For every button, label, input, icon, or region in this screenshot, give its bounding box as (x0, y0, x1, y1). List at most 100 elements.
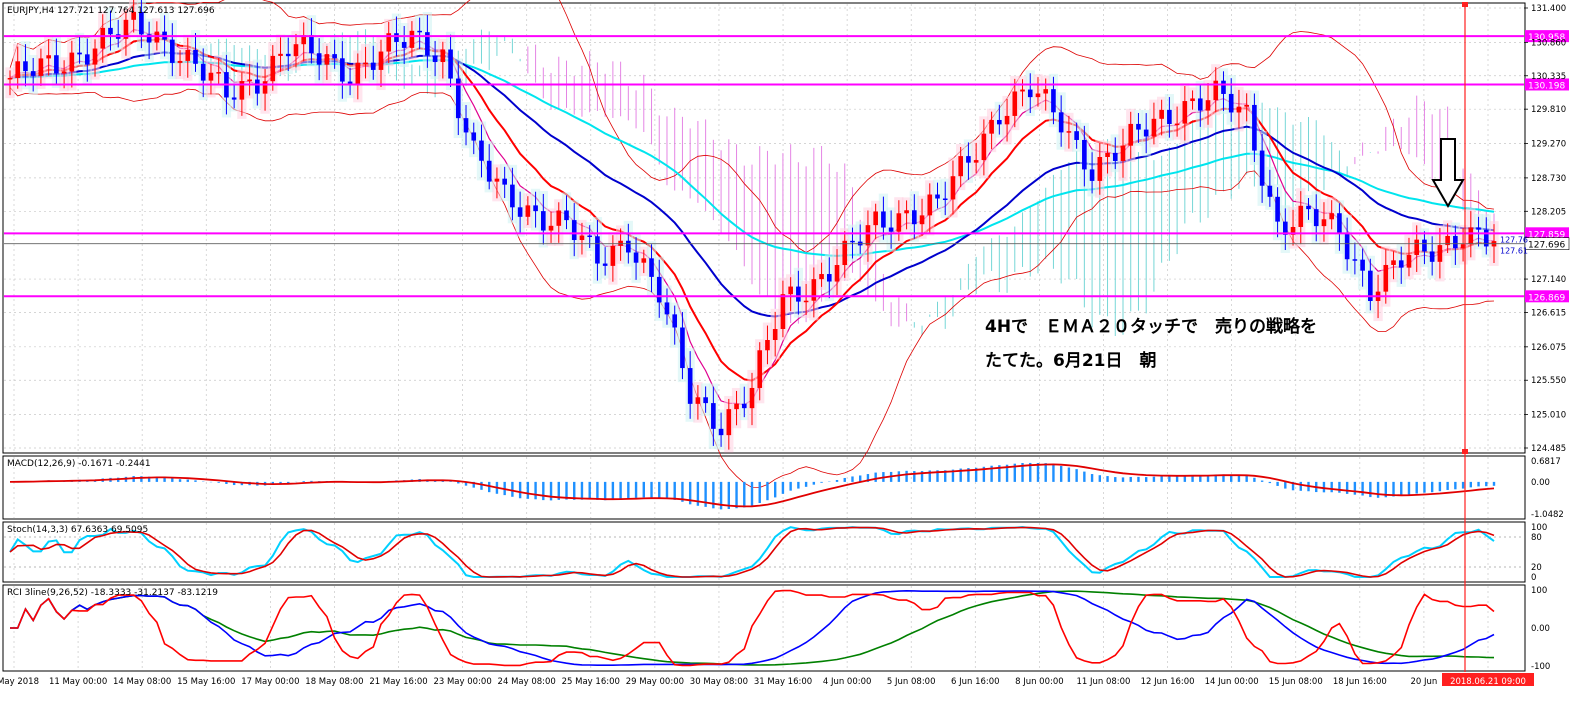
candle-body (1360, 259, 1365, 271)
x-tick-label: 17 May 00:00 (241, 677, 299, 687)
candle-body (749, 387, 755, 409)
candle-body (1151, 118, 1157, 137)
candle-body (61, 71, 67, 74)
x-tick-label: 15 May 16:00 (177, 677, 235, 687)
macd-series: 0.6817 0.00 -1.0482 (9, 457, 1564, 520)
candle-body (262, 81, 268, 94)
x-tick-label: 18 Jun 16:00 (1333, 677, 1387, 687)
ema-value-label: 127.76 (1500, 236, 1528, 245)
candle-body (146, 34, 152, 43)
candle-body (1352, 259, 1358, 261)
candle-body (1391, 260, 1396, 265)
candle-body (680, 327, 685, 369)
candle-body (231, 97, 237, 100)
candle-body (765, 340, 770, 351)
candle-body (479, 140, 484, 161)
candle-body (1337, 213, 1342, 234)
symbol-header: EURJPY,H4 127.721 127.764 127.613 127.69… (7, 6, 215, 16)
rci-axis-label: -100 (1531, 662, 1550, 672)
time-marker-dot-bottom (1462, 449, 1468, 454)
candle-body (803, 300, 809, 303)
candle-body (139, 11, 144, 35)
candle-body (989, 119, 994, 134)
candle-body (77, 52, 82, 55)
stoch-k-line (9, 525, 1495, 579)
candle-body (741, 403, 747, 409)
candle-body (1306, 205, 1311, 210)
candle-body (1368, 270, 1373, 302)
candle-body (285, 53, 291, 57)
candle-body (471, 132, 477, 141)
x-tick-label: 18 May 08:00 (305, 677, 363, 687)
candle-body (1197, 98, 1203, 111)
y-tick-label: 130.860 (1531, 38, 1566, 48)
time-marker-dot-top (1462, 2, 1468, 7)
candle-body (1012, 91, 1018, 116)
candle-body (888, 227, 894, 232)
candle-body (7, 77, 13, 80)
candle-body (1290, 226, 1296, 235)
candle-body (1043, 89, 1049, 94)
candle-body (1190, 98, 1195, 102)
candle-body (247, 79, 252, 82)
rci-short-line (10, 589, 1495, 667)
candle-body (1205, 100, 1211, 111)
candle-body (1213, 80, 1219, 101)
candle-body (1105, 152, 1110, 158)
candle-body (1259, 150, 1265, 186)
candle-body (463, 118, 469, 133)
bollinger-upper (9, 0, 1495, 253)
candle-body (1120, 145, 1126, 161)
candle-body (656, 276, 662, 303)
y-tick-label: 125.010 (1531, 411, 1566, 421)
x-tick-highlight (1442, 673, 1534, 686)
candle-body (1252, 104, 1257, 151)
candle-body (1082, 139, 1087, 170)
candle-body (1136, 123, 1141, 130)
candle-body (911, 210, 917, 225)
candle-body (556, 210, 562, 226)
candle-body (579, 235, 585, 241)
candle-body (46, 55, 51, 59)
candle-body (734, 403, 739, 410)
candle-body (533, 205, 538, 212)
candle-body (649, 258, 654, 277)
price-axis: 131.400 130.860 130.335 129.810 129.270 128.7… (1524, 4, 1566, 454)
candle-body (772, 329, 778, 341)
macd-axis-label: 0.6817 (1531, 457, 1561, 467)
candle-body (1112, 152, 1118, 161)
candle-body (432, 55, 438, 63)
x-tick-label: 2018.06.21 09:00 (1450, 677, 1526, 687)
stoch-label: Stoch(14,3,3) 67.6363 69.5095 (7, 525, 148, 535)
grid-layer (4, 4, 1524, 670)
current-price-label: 127.696 (1528, 241, 1565, 251)
candle-body (502, 178, 507, 185)
macd-label: MACD(12,26,9) -0.1671 -0.2441 (7, 459, 151, 469)
candle-body (494, 178, 500, 182)
candle-body (1429, 251, 1435, 262)
candle-body (363, 62, 368, 65)
candle-body (796, 286, 801, 302)
candle-body (626, 240, 631, 253)
candle-body (255, 79, 260, 94)
x-tick-label: 5 Jun 08:00 (887, 677, 936, 687)
level-tag (1525, 290, 1569, 303)
x-tick-label: 14 May 08:00 (113, 677, 171, 687)
candle-body (981, 133, 987, 161)
candle-body (1174, 123, 1180, 126)
stoch-axis-label: 0 (1531, 573, 1536, 583)
x-tick-label: 8 Jun 00:00 (1015, 677, 1064, 687)
candle-body (564, 210, 569, 221)
candle-body (641, 258, 647, 263)
candle-body (718, 428, 724, 436)
time-axis: 9 May 2018 11 May 00:00 14 May 08:00 15 May… (0, 673, 1534, 687)
candle-body (919, 215, 925, 225)
y-tick-label: 129.810 (1531, 105, 1566, 115)
candle-body (664, 302, 670, 315)
candle-body (38, 58, 44, 76)
candle-body (881, 211, 886, 228)
candle-body (1313, 209, 1319, 227)
candle-body (1445, 235, 1450, 246)
candle-body (1460, 244, 1466, 249)
